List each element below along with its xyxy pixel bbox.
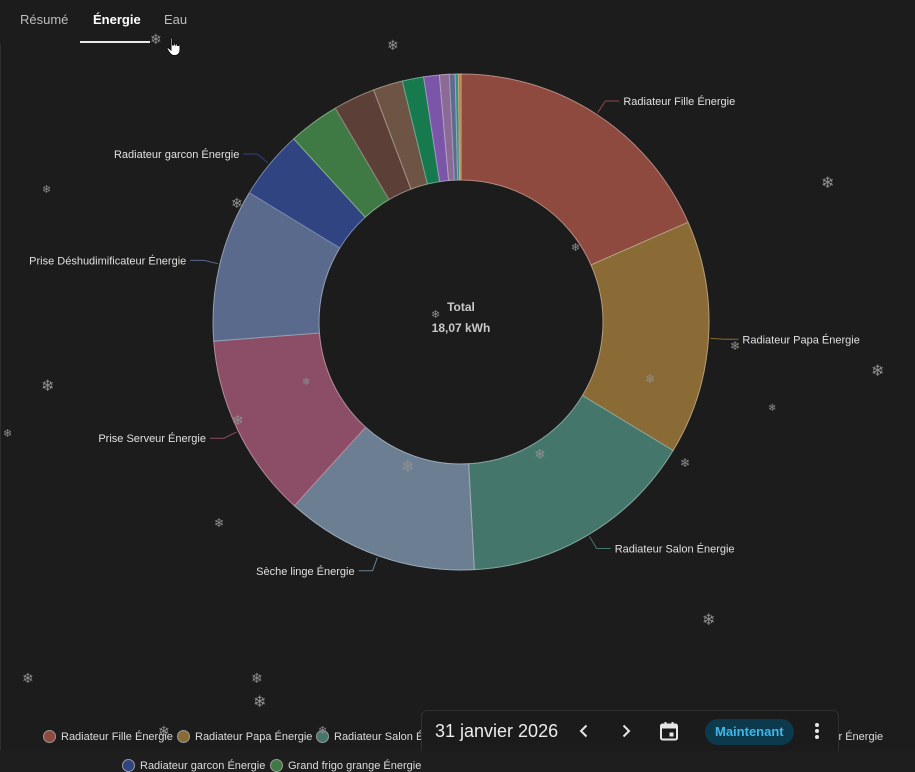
label-leader-line	[597, 100, 620, 113]
donut-slice[interactable]	[468, 394, 674, 571]
label-leader-line	[589, 536, 611, 549]
snowflake-icon: ❄	[150, 31, 162, 47]
snowflake-icon: ❄	[571, 242, 581, 254]
snowflake-icon: ❄	[645, 372, 656, 386]
legend-swatch	[316, 730, 329, 743]
next-period-button[interactable]	[614, 719, 638, 743]
label-leader-line	[190, 259, 219, 265]
slice-label: Sèche linge Énergie	[256, 565, 354, 578]
slice-label: Prise Déshudimificateur Énergie	[29, 254, 186, 267]
donut-slice[interactable]	[460, 73, 689, 266]
legend-item[interactable]: Radiateur garcon Énergie	[122, 759, 265, 772]
snowflake-icon: ❄	[302, 377, 311, 388]
snowflake-icon: ❄	[702, 612, 716, 629]
energy-donut-chart: Radiateur Fille Énergie Radiateur Papa Én…	[29, 73, 860, 578]
snowflake-icon: ❄	[387, 37, 399, 53]
more-options-button[interactable]	[805, 719, 829, 743]
snowflake-icon: ❄	[214, 516, 225, 530]
selected-date[interactable]: 31 janvier 2026	[435, 721, 559, 741]
snowflake-icon: ❄	[431, 309, 441, 321]
tab-resume[interactable]: Résumé	[20, 12, 69, 27]
tab-energie[interactable]: Énergie	[93, 12, 141, 27]
legend-swatch	[43, 730, 56, 743]
snowflake-icon: ❄	[158, 723, 170, 739]
slice-label: Radiateur garcon Énergie	[114, 148, 239, 161]
slice-label: Radiateur Salon Énergie	[615, 542, 735, 555]
snowflake-icon: ❄	[534, 446, 546, 462]
donut-slice[interactable]	[457, 73, 462, 181]
snowflake-icon: ❄	[871, 363, 885, 380]
active-tab-indicator	[80, 41, 150, 43]
snowflake-icon: ❄	[232, 412, 244, 428]
legend-item[interactable]: Grand frigo grange Énergie	[270, 759, 421, 772]
snowflake-icon: ❄	[22, 670, 34, 686]
label-leader-line	[710, 337, 739, 340]
label-leader-line	[243, 153, 269, 164]
tab-bar: Résumé Énergie Eau	[0, 0, 915, 45]
now-button[interactable]: Maintenant	[705, 719, 794, 745]
legend-item[interactable]: Radiateur Fille Énergie	[43, 730, 173, 743]
label-leader-line	[358, 557, 378, 572]
hand-pointer-cursor-icon	[166, 37, 181, 56]
slice-label: Prise Serveur Énergie	[98, 432, 206, 445]
more-vertical-icon	[815, 723, 819, 739]
energy-card: Radiateur Fille Énergie Radiateur Papa Én…	[0, 44, 915, 772]
snowflake-icon: ❄	[401, 459, 415, 476]
snowflake-icon: ❄	[253, 694, 267, 711]
chart-center-value: 18,07 kWh	[432, 321, 491, 335]
chevron-right-icon	[622, 724, 631, 738]
snowflake-icon: ❄	[251, 670, 263, 686]
snowflake-icon: ❄	[730, 339, 741, 353]
legend-label: Grand frigo grange Énergie	[288, 759, 422, 772]
legend-item[interactable]: Radiateur Papa Énergie	[177, 730, 312, 743]
legend-label: Radiateur garcon Énergie	[140, 759, 266, 772]
snowflake-icon: ❄	[42, 184, 52, 196]
legend-swatch	[177, 730, 190, 743]
legend-swatch	[270, 759, 283, 772]
previous-period-button[interactable]	[572, 719, 596, 743]
slice-label: Radiateur Papa Énergie	[742, 333, 859, 346]
date-selector: 31 janvier 2026 Maintenant	[421, 710, 839, 751]
tab-eau[interactable]: Eau	[164, 12, 188, 27]
snowflake-icon: ❄	[3, 428, 13, 440]
slice-label: Radiateur Fille Énergie	[623, 95, 735, 108]
donut-slice[interactable]	[581, 221, 710, 452]
snowflake-icon: ❄	[231, 195, 243, 211]
chevron-left-icon	[579, 724, 588, 738]
snowflake-icon: ❄	[318, 725, 328, 737]
legend-label: Radiateur Fille Énergie	[61, 730, 173, 743]
snowflake-icon: ❄	[821, 175, 835, 192]
snowflake-icon: ❄	[768, 403, 777, 414]
label-leader-line	[209, 431, 237, 439]
calendar-button[interactable]	[657, 719, 681, 743]
chart-center-title: Total	[447, 300, 475, 314]
calendar-icon	[660, 722, 678, 741]
snowflake-icon: ❄	[680, 456, 691, 470]
legend-swatch	[122, 759, 135, 772]
legend-label: Radiateur Papa Énergie	[195, 730, 313, 743]
snowflake-icon: ❄	[41, 378, 55, 395]
